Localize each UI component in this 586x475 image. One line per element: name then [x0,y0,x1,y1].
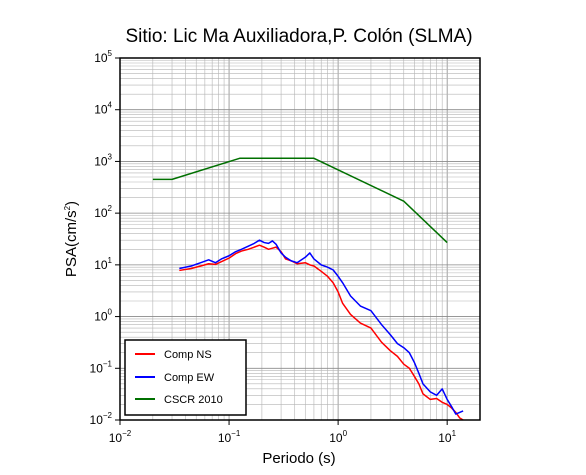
legend-label-ns: Comp NS [164,349,212,361]
legend-label-cscr: CSCR 2010 [164,394,223,406]
x-tick-label: 101 [438,429,456,445]
y-tick-exp: −2 [103,411,113,420]
x-tick-exp: 0 [343,429,348,438]
y-tick-exp: 3 [108,152,113,161]
y-tick-label: 100 [94,308,112,324]
y-tick-base: 10 [90,413,104,427]
series-line-0 [179,244,464,421]
y-tick-base: 10 [94,154,108,168]
y-tick-exp: 0 [108,308,113,317]
x-tick-base: 10 [438,431,452,445]
y-axis-label-sup: 2 [63,205,72,210]
y-tick-base: 10 [94,258,108,272]
x-tick-label: 100 [329,429,347,445]
y-tick-base: 10 [94,51,108,65]
y-axis-label-main: PSA(cm/s [63,210,80,277]
x-tick-exp: −1 [231,429,241,438]
y-tick-base: 10 [94,103,108,117]
y-tick-exp: 5 [108,49,113,58]
y-axis-label: PSA(cm/s2) [63,201,80,277]
y-axis-label-close: ) [63,201,80,206]
y-tick-exp: −1 [103,359,113,368]
y-tick-base: 10 [94,310,108,324]
chart-title: Sitio: Lic Ma Auxiliadora,P. Colón (SLMA… [125,26,472,47]
x-axis-label: Periodo (s) [262,450,335,467]
y-tick-label: 10−2 [90,411,113,427]
series-line-2 [152,157,448,244]
grid [120,58,480,420]
x-tick-base: 10 [218,431,232,445]
legend: Comp NS Comp EW CSCR 2010 [124,339,247,416]
legend-label-ew: Comp EW [164,372,215,384]
x-tick-label: 10−1 [218,429,241,445]
x-axis-ticks: 10−2 10−1 100 101 [109,420,457,445]
series-line-1 [179,239,464,415]
y-tick-label: 105 [94,49,112,65]
y-tick-label: 102 [94,204,112,220]
y-tick-label: 101 [94,256,112,272]
x-tick-base: 10 [109,431,123,445]
y-tick-label: 10−1 [90,359,113,375]
x-tick-label: 10−2 [109,429,132,445]
x-tick-base: 10 [329,431,343,445]
y-tick-exp: 1 [108,256,113,265]
y-tick-label: 104 [94,101,112,117]
y-tick-base: 10 [90,361,104,375]
y-tick-label: 103 [94,152,112,168]
y-tick-exp: 4 [108,101,113,110]
x-tick-exp: 1 [452,429,457,438]
y-tick-exp: 2 [108,204,113,213]
x-tick-exp: −2 [122,429,132,438]
series-layer [152,157,464,421]
plot-frame [119,57,481,421]
y-tick-base: 10 [94,206,108,220]
